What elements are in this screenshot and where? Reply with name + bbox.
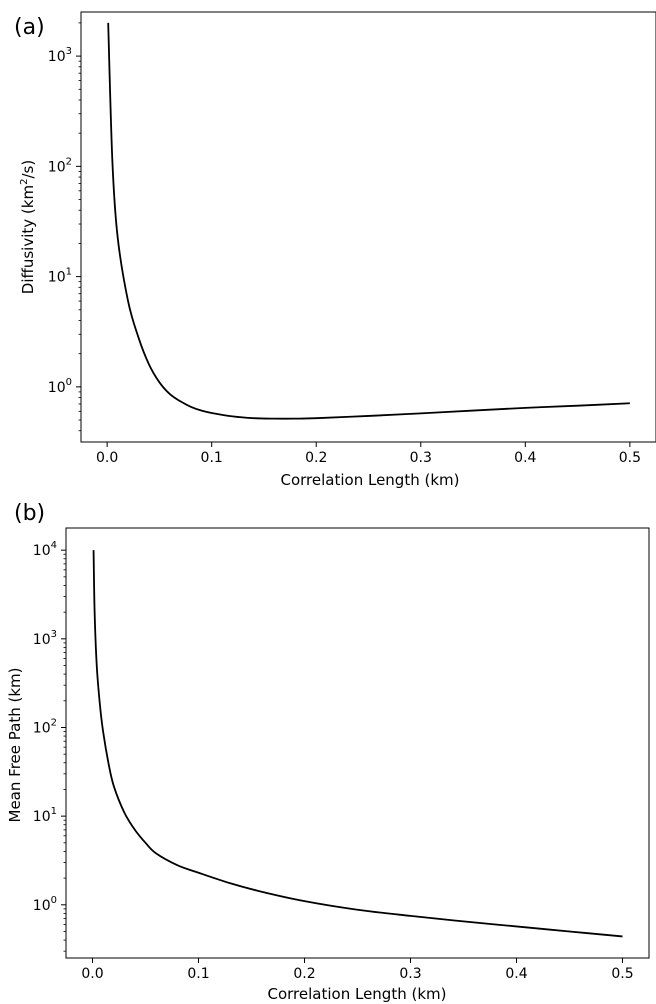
panel-a-y-tick-exp: 1 (66, 267, 72, 278)
panel-b-y-tick-label: 102 (33, 717, 57, 736)
panel-a-y-tick-base: 10 (48, 159, 66, 175)
panel-a-y-tick-exp: 2 (66, 156, 72, 167)
panel-b-y-tick-label: 101 (33, 806, 57, 825)
panel-a-label: (a) (14, 15, 45, 40)
panel-b-x-axis-label: Correlation Length (km) (268, 985, 447, 1003)
panel-a-x-tick-label: 0.2 (305, 450, 327, 466)
panel-a-y-tick-base: 10 (48, 49, 66, 65)
panel-a-y-tick-label: 102 (48, 156, 72, 175)
panel-b-y-tick-base: 10 (33, 809, 51, 825)
panel-b-y-tick-base: 10 (33, 898, 51, 914)
panel-b-y-tick-exp: 0 (51, 895, 57, 906)
panel-a-x-tick-label: 0.4 (514, 450, 536, 466)
panel-b-series-line (92, 550, 623, 938)
panel-b-y-tick-base: 10 (33, 543, 51, 559)
panel-b-x-tick-label: 0.1 (187, 966, 209, 982)
panel-b-y-tick-base: 10 (33, 720, 51, 736)
panel-a-y-label-prefix: Diffusivity (km (19, 185, 37, 294)
panel-a-x-axis: 0.0 0.1 0.2 0.3 0.4 0.5 (96, 442, 641, 466)
panel-b-y-tick-exp: 1 (51, 806, 57, 817)
panel-a-y-axis-label: Diffusivity (km2/s) (19, 160, 37, 294)
panel-b-x-tick-label: 0.2 (293, 966, 315, 982)
panel-a-series (107, 22, 630, 420)
panel-a-x-axis-label: Correlation Length (km) (281, 471, 460, 489)
panel-b-y-tick-base: 10 (33, 632, 51, 648)
panel-b-x-tick-label: 0.0 (81, 966, 103, 982)
panel-b-plot-frame (65, 527, 650, 959)
panel-b-series (92, 550, 623, 938)
panel-a-y-label-suffix: /s) (19, 160, 37, 179)
panel-b-x-tick-label: 0.5 (611, 966, 633, 982)
panel-a-y-tick-exp: 3 (66, 46, 72, 57)
panel-b-y-tick-exp: 2 (51, 717, 57, 728)
panel-a-x-tick-label: 0.0 (96, 450, 118, 466)
panel-a-series-line (107, 22, 630, 420)
panel-b-y-tick-label: 100 (33, 895, 57, 914)
panel-a-x-tick-label: 0.1 (201, 450, 223, 466)
panel-a-y-tick-base: 10 (48, 270, 66, 286)
panel-b-x-tick-label: 0.3 (399, 966, 421, 982)
panel-a-y-tick-base: 10 (48, 380, 66, 396)
panel-b-y-tick-exp: 4 (51, 540, 57, 551)
panel-a-plot-frame (80, 11, 656, 443)
panel-b-y-tick-label: 104 (33, 540, 57, 559)
panel-b-y-label-prefix: Mean Free Path (km) (6, 668, 24, 823)
panel-b-y-tick-label: 103 (33, 629, 57, 648)
panel-a-y-tick-label: 103 (48, 46, 72, 65)
panel-a-y-tick-label: 100 (48, 377, 72, 396)
panel-b-y-tick-exp: 3 (51, 629, 57, 640)
panel-b-x-tick-label: 0.4 (505, 966, 527, 982)
panel-b-x-axis: 0.0 0.1 0.2 0.3 0.4 0.5 (81, 958, 634, 982)
panel-a-y-tick-exp: 0 (66, 377, 72, 388)
panel-b-y-axis-label: Mean Free Path (km) (6, 668, 24, 823)
panel-a-y-tick-label: 101 (48, 267, 72, 286)
panel-a-y-label-sup: 2 (19, 179, 30, 185)
panel-b-label: (b) (14, 501, 45, 526)
panel-a-x-tick-label: 0.3 (410, 450, 432, 466)
panel-a-x-tick-label: 0.5 (619, 450, 641, 466)
